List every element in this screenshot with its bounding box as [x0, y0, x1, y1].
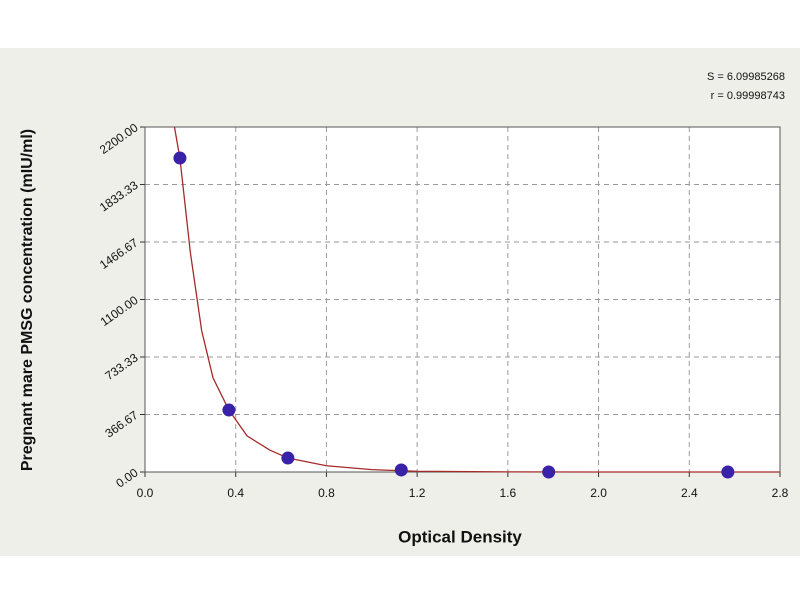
annotation: r = 0.99998743 [711, 90, 785, 102]
data-point [542, 465, 556, 479]
x-tick-label: 0.8 [318, 486, 335, 500]
fit-curve [173, 126, 780, 473]
data-point [173, 151, 187, 165]
x-tick-label: 2.4 [681, 486, 698, 500]
data-point [222, 403, 236, 417]
annotation: S = 6.09985268 [707, 71, 785, 83]
x-axis-label: Optical Density [398, 527, 522, 546]
x-tick-label: 1.2 [409, 486, 426, 500]
x-tick-label: 1.6 [500, 486, 517, 500]
y-axis-label: Pregnant mare PMSG concentration (mIU/ml… [19, 129, 36, 471]
data-point [721, 465, 735, 479]
x-tick-label: 2.8 [772, 486, 789, 500]
x-tick-label: 0.4 [227, 486, 244, 500]
data-point [394, 463, 408, 477]
x-tick-label: 2.0 [590, 486, 607, 500]
x-tick-label: 0.0 [137, 486, 154, 500]
data-point [281, 451, 295, 465]
